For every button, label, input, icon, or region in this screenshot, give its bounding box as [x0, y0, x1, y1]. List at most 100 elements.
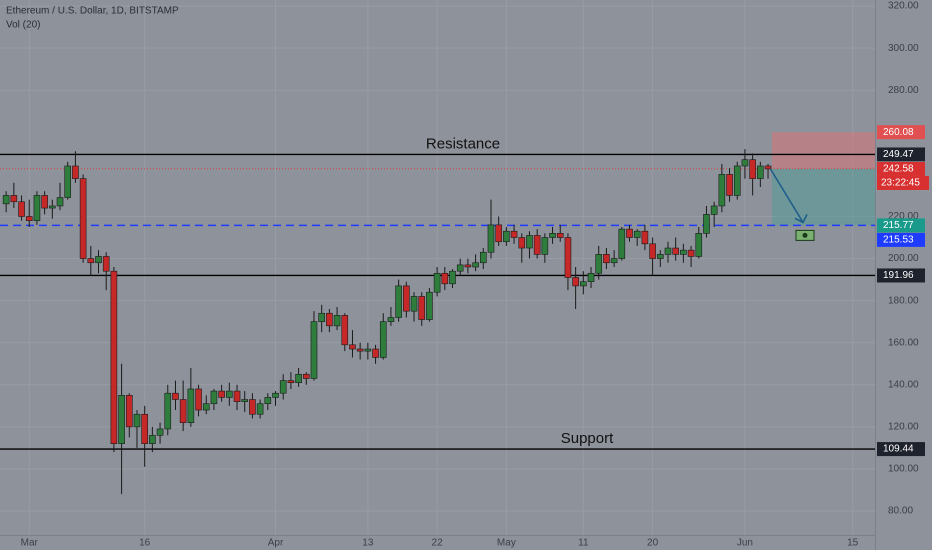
candle-body [141, 413, 148, 444]
candle-body [264, 397, 272, 405]
level-label-bg [877, 268, 925, 283]
candle-body [95, 256, 102, 264]
candle-body [757, 165, 764, 179]
arrow [769, 168, 804, 223]
x-tick-label: 15 [847, 538, 859, 549]
candle-body [56, 197, 64, 207]
candle-body [241, 399, 249, 402]
candle-body [72, 165, 79, 179]
candle-body [703, 214, 710, 234]
level-label: 191.96 [883, 270, 914, 281]
candle-body [387, 317, 395, 322]
candle-body [179, 399, 187, 423]
candle-body [33, 195, 41, 221]
y-tick-label: 320.00 [888, 1, 919, 12]
candle-body [403, 285, 410, 312]
candle-body [49, 205, 56, 209]
candle-body [326, 312, 333, 327]
candle-body [656, 254, 664, 259]
chart-title: Ethereum / U.S. Dollar, 1D, BITSTAMP [6, 6, 179, 17]
level-label: 249.47 [883, 149, 914, 160]
candle-body [456, 264, 464, 272]
candle-body [2, 195, 10, 205]
y-tick-label: 180.00 [888, 295, 919, 306]
candle-body [649, 243, 656, 259]
candle-body [372, 348, 379, 358]
candle-body [356, 348, 364, 352]
extra-label: 215.53 [883, 235, 914, 246]
x-tick-label: 20 [647, 538, 659, 549]
y-tick-label: 280.00 [888, 85, 919, 96]
candle-body [310, 321, 318, 379]
candle-body [233, 390, 241, 402]
candle-body [195, 388, 202, 411]
candle-body [118, 395, 125, 444]
candle-body [410, 296, 418, 312]
candle-body [302, 373, 310, 379]
candle-body [610, 258, 618, 264]
candle-body [133, 413, 141, 428]
x-tick-label: 16 [139, 538, 151, 549]
candle-body [503, 230, 510, 243]
candle-body [102, 256, 110, 272]
candle-body [349, 344, 356, 350]
candle-body [603, 254, 610, 264]
level-label-bg [877, 147, 925, 162]
extra-label-bg [877, 232, 925, 247]
candle-body [549, 233, 556, 238]
candle-body [680, 249, 687, 255]
candle-body [318, 312, 325, 322]
candle-body [641, 230, 649, 245]
x-tick-label: Apr [268, 538, 284, 549]
candle-body [595, 254, 603, 274]
candle-body [533, 235, 541, 255]
candle-body [479, 251, 487, 264]
level-name: Support [561, 430, 614, 447]
last-price-label: 242.58 [883, 164, 914, 175]
candle-body [764, 165, 772, 170]
candle-body [687, 249, 695, 257]
candle-body [202, 403, 210, 411]
candle-body [125, 395, 133, 428]
x-tick-label: Jun [737, 538, 753, 549]
candle-body [541, 237, 549, 255]
candle-body [272, 392, 279, 398]
level-name: Resistance [426, 135, 500, 152]
candle-body [510, 230, 518, 238]
candle-body [426, 291, 433, 320]
candle-body [41, 195, 48, 209]
candle-body [626, 228, 633, 238]
candle-body [87, 258, 95, 264]
candle-body [10, 195, 18, 203]
candle-body [749, 159, 756, 179]
countdown: 23:22:45 [881, 178, 920, 189]
candle-body [187, 388, 195, 423]
candle-body [110, 270, 118, 444]
candle-body [672, 247, 679, 255]
candle-body [487, 224, 495, 253]
candle-body [172, 392, 179, 400]
stop-label-bg [877, 125, 925, 140]
candle-body [156, 428, 164, 436]
candle-body [618, 228, 626, 259]
candle-body [495, 224, 502, 243]
candle-body [556, 233, 564, 238]
candle-body [18, 201, 25, 217]
level-label-bg [877, 218, 925, 233]
candle-body [464, 264, 472, 268]
candle-body [226, 390, 233, 398]
y-tick-label: 300.00 [888, 43, 919, 54]
candle-body [741, 159, 749, 167]
arrow-head [794, 214, 808, 224]
candle-body [379, 321, 387, 358]
candle-body [472, 262, 479, 268]
candle-body [633, 230, 641, 238]
candle-body [418, 296, 426, 320]
y-tick-label: 200.00 [888, 253, 919, 264]
x-tick-label: 13 [362, 538, 374, 549]
stop-zone [771, 132, 875, 169]
candle-body [441, 272, 449, 285]
candle-body [733, 165, 741, 196]
candle-body [564, 237, 572, 278]
x-tick-label: 22 [432, 538, 444, 549]
